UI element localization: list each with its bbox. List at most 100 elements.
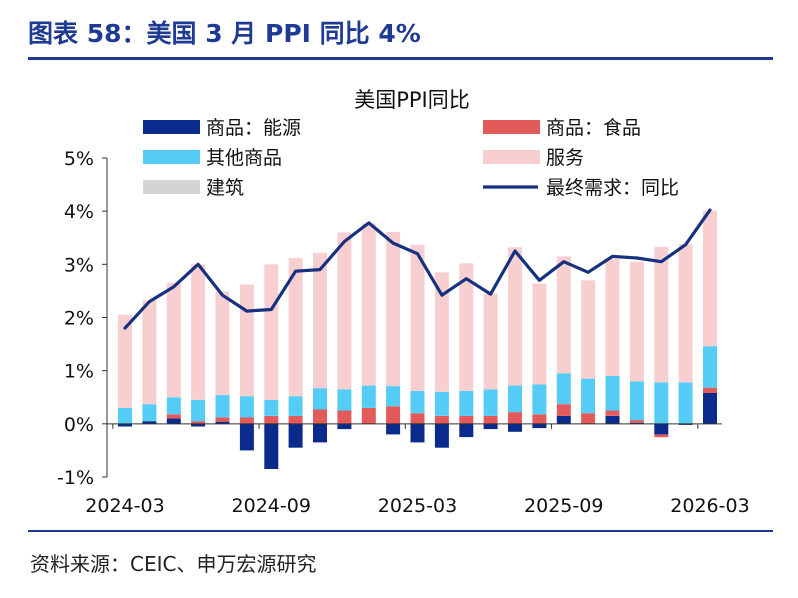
bar-energy-2026-02 [678,423,693,425]
legend-swatch-energy [143,120,200,134]
bar-services-2024-07 [215,291,230,396]
bar-services-2025-08 [532,283,547,385]
bar-services-2024-05 [166,282,181,398]
legend-label-final_demand: 最终需求：同比 [546,177,679,199]
bar-energy-2024-04 [142,421,157,424]
bar-food-2025-02 [386,406,401,424]
bar-food-2024-07 [215,417,230,422]
legend-label-energy: 商品：能源 [206,117,301,139]
bar-energy-2025-04 [434,423,449,448]
bar-services-2025-04 [434,272,449,392]
legend-label-food: 商品：食品 [546,117,641,139]
line-final_demand [123,208,712,330]
bar-services-2025-11 [605,259,620,376]
bar-core_goods-2025-05 [459,390,474,416]
bar-core_goods-2025-02 [386,386,401,407]
x-tick-label: 2025-03 [378,495,457,517]
source-note: 资料来源：CEIC、申万宏源研究 [30,552,317,576]
bar-core_goods-2025-01 [361,385,376,408]
bar-energy-2024-03 [118,423,132,427]
bar-services-2026-03 [703,210,717,347]
bar-energy-2025-09 [556,415,571,424]
bar-core_goods-2025-04 [434,391,449,416]
bar-energy-2024-12 [337,423,352,430]
bar-energy-2025-02 [386,423,401,435]
y-tick-label: -1% [57,467,94,489]
bar-services-2025-02 [386,231,401,387]
bar-energy-2024-05 [166,418,181,424]
bar-services-2025-01 [361,223,376,386]
bar-energy-2025-03 [410,423,425,443]
bar-food-2024-10 [288,415,303,424]
bar-core_goods-2026-02 [678,382,693,424]
legend-label-services: 服务 [546,147,584,169]
bar-energy-2026-01 [654,423,669,435]
bar-services-2025-09 [556,256,571,374]
legend-label-construction: 建筑 [206,177,244,199]
bar-core_goods-2024-03 [118,407,132,424]
bar-food-2025-01 [361,407,376,424]
bar-services-2025-07 [508,247,522,386]
bar-food-2025-10 [581,413,596,424]
bar-food-2024-06 [191,421,206,424]
bar-services-2024-10 [288,258,303,397]
y-tick-label: 4% [64,201,94,223]
bar-services-2025-06 [483,293,498,390]
bar-services-2025-12 [629,261,644,382]
plot-area: -1% 0% 1% 2% 3% 4% 5% 2024-03 2024-09 2025-03 2025… [57,148,750,517]
bar-core_goods-2024-06 [191,399,206,422]
bar-services-2024-08 [239,284,254,397]
bar-services-2024-04 [142,300,157,405]
bar-food-2025-04 [434,415,449,424]
line-layer [123,208,712,330]
bar-energy-2024-07 [215,421,230,424]
bar-energy-2024-11 [313,423,327,443]
bar-food-2025-05 [459,415,474,424]
bar-food-2025-12 [629,420,644,423]
bar-services-2024-12 [337,232,352,390]
bar-services-2025-03 [410,244,425,391]
bar-services-2024-03 [118,314,132,408]
bar-core_goods-2025-12 [629,381,644,421]
bar-food-2025-07 [508,412,522,424]
bar-core_goods-2025-09 [556,373,571,405]
bar-energy-2024-09 [264,423,279,469]
axes: -1% 0% 1% 2% 3% 4% 5% 2024-03 2024-09 2025-03 2025… [57,148,750,517]
bar-food-2024-08 [239,417,254,424]
bar-energy-2025-07 [508,423,522,432]
bar-services-2026-02 [678,244,693,383]
bar-food-2024-11 [313,409,327,424]
y-tick-label: 2% [64,308,94,330]
bottom-rule [28,530,773,532]
bar-energy-2024-10 [288,423,303,448]
y-tick-label: 3% [64,254,94,276]
legend-swatch-services [483,150,540,164]
bar-food-2025-03 [410,413,425,424]
bar-core_goods-2024-12 [337,389,352,411]
y-tick-label: 5% [64,148,94,170]
bar-food-2026-01 [654,434,669,438]
chart-title: 美国PPI同比 [354,88,470,112]
bar-food-2025-06 [483,415,498,424]
title-rule [28,57,773,60]
bar-core_goods-2024-10 [288,396,303,416]
bar-core_goods-2025-06 [483,389,498,416]
bar-core_goods-2025-03 [410,390,425,414]
bar-food-2026-03 [703,387,717,393]
bar-layer [118,210,717,469]
legend-label-core_goods: 其他商品 [206,147,282,169]
bar-core_goods-2025-08 [532,384,547,415]
bar-services-2025-10 [581,280,596,379]
bar-services-2026-01 [654,246,669,383]
y-tick-label: 0% [64,414,94,436]
legend-swatch-construction [143,180,200,194]
bar-food-2025-08 [532,414,547,424]
x-tick-label: 2024-03 [85,495,164,517]
x-tick-label: 2024-09 [232,495,311,517]
bar-food-2024-12 [337,410,352,424]
bar-core_goods-2025-11 [605,376,620,411]
bar-energy-2026-03 [703,393,717,424]
legend-swatch-food [483,120,540,134]
